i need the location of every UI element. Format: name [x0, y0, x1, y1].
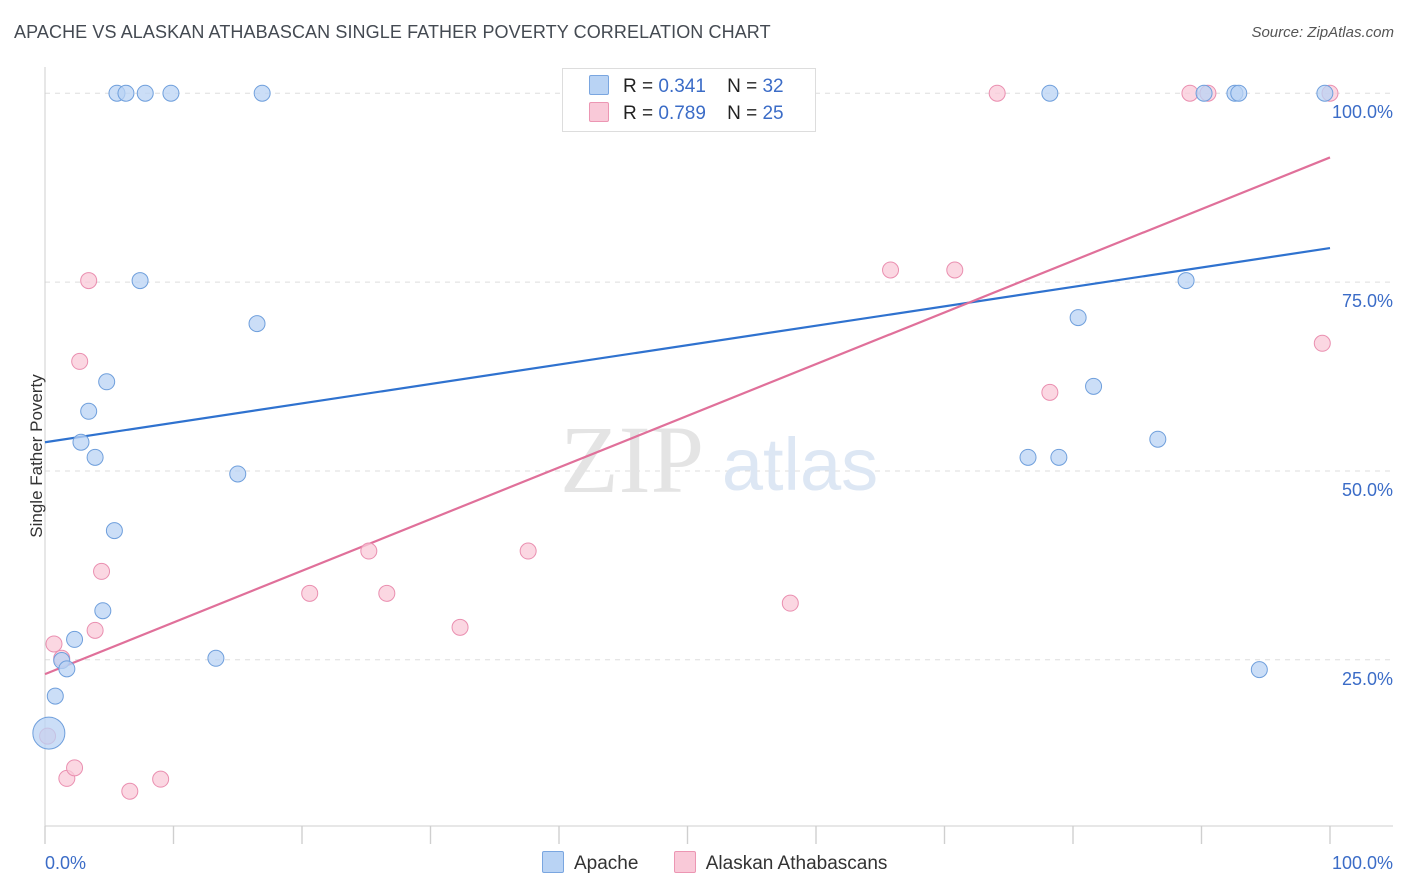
y-tick-label: 100.0% [1332, 102, 1393, 122]
legend-r-value: 0.341 [658, 76, 706, 97]
apache-point [248, 315, 266, 333]
apache-point [1316, 84, 1334, 102]
apache-point [131, 272, 149, 290]
apache-point [1019, 448, 1037, 466]
watermark-zip: ZIP [560, 406, 704, 513]
apache-point [117, 84, 135, 102]
alaskan-point [1313, 334, 1331, 352]
data-points [32, 84, 1339, 800]
apache-point [1177, 272, 1195, 290]
apache-point [207, 649, 225, 667]
legend-label: Alaskan Athabascans [705, 853, 888, 874]
apache-point [105, 522, 123, 540]
apache-point [86, 448, 104, 466]
alaskan-point [781, 594, 799, 612]
legend-item-apache: Apache [542, 851, 638, 875]
x-tick-label: 100.0% [1332, 853, 1393, 873]
legend-n-label: N = [727, 103, 758, 124]
alaskan-point [301, 584, 319, 602]
legend-n-label: N = [727, 76, 758, 97]
apache-point [80, 402, 98, 420]
correlation-legend: R = 0.341 N = 32 R = 0.789 N = 25 [562, 68, 816, 132]
apache-point [72, 433, 90, 451]
apache-point [58, 660, 76, 678]
apache-point [1050, 448, 1068, 466]
legend-r-value: 0.789 [658, 103, 706, 124]
legend-n-value: 25 [762, 103, 784, 124]
apache-point [136, 84, 154, 102]
alaskan-point [946, 261, 964, 279]
apache-point [1230, 84, 1248, 102]
apache-point [1041, 84, 1059, 102]
apache-point [32, 716, 66, 750]
x-tick-label: 0.0% [45, 853, 86, 873]
alaskan-swatch [673, 851, 696, 873]
alaskan-point [93, 562, 111, 580]
series-legend: Apache Alaskan Athabascans [542, 851, 917, 875]
legend-label: Apache [574, 853, 639, 874]
alaskan-point [45, 635, 63, 653]
alaskan-point [80, 272, 98, 290]
watermark-atlas: atlas [722, 423, 878, 506]
apache-point [1195, 84, 1213, 102]
legend-row-apache: R = 0.341 N = 32 [589, 75, 784, 99]
gridlines [45, 92, 1395, 661]
alaskan-point [86, 621, 104, 639]
alaskan-point [378, 584, 396, 602]
alaskan-point [882, 261, 900, 279]
alaskan-point [66, 759, 84, 777]
apache-point [98, 373, 116, 391]
y-tick-label: 50.0% [1342, 480, 1393, 500]
trend-lines [44, 156, 1331, 676]
apache-point [46, 687, 64, 705]
watermark: ZIP atlas [560, 406, 878, 513]
source-label: Source: ZipAtlas.com [1251, 24, 1394, 41]
alaskan-point [121, 782, 139, 800]
alaskan-point [988, 84, 1006, 102]
legend-item-alaskan: Alaskan Athabascans [673, 851, 888, 875]
apache-point [253, 84, 271, 102]
apache-point [66, 630, 84, 648]
alaskan-swatch [589, 102, 609, 122]
alaskan-trend-line [44, 156, 1331, 676]
tick-labels: 25.0% 50.0% 75.0% 100.0% 0.0% 100.0% [45, 102, 1393, 873]
legend-n-value: 32 [762, 76, 784, 97]
chart-title: APACHE VS ALASKAN ATHABASCAN SINGLE FATH… [14, 22, 771, 42]
legend-r-label: R = [623, 103, 654, 124]
apache-point [1085, 377, 1103, 395]
axes [44, 67, 1393, 844]
y-axis-label: Single Father Poverty [27, 374, 46, 538]
alaskan-point [451, 618, 469, 636]
apache-point [1149, 430, 1167, 448]
y-tick-label: 75.0% [1342, 291, 1393, 311]
apache-swatch [542, 851, 564, 873]
alaskan-point [71, 352, 89, 370]
apache-point [94, 602, 112, 620]
apache-point [229, 465, 247, 483]
apache-point [1069, 309, 1087, 327]
alaskan-point [1181, 84, 1199, 102]
alaskan-point [519, 542, 537, 560]
apache-swatch [589, 75, 609, 95]
alaskan-point [152, 770, 170, 788]
legend-r-label: R = [623, 76, 654, 97]
y-tick-label: 25.0% [1342, 669, 1393, 689]
apache-point [162, 84, 180, 102]
apache-trend-line [44, 246, 1331, 444]
alaskan-point [360, 542, 378, 560]
alaskan-point [1041, 383, 1059, 401]
legend-row-alaskan: R = 0.789 N = 25 [589, 102, 784, 126]
apache-point [1250, 661, 1268, 679]
